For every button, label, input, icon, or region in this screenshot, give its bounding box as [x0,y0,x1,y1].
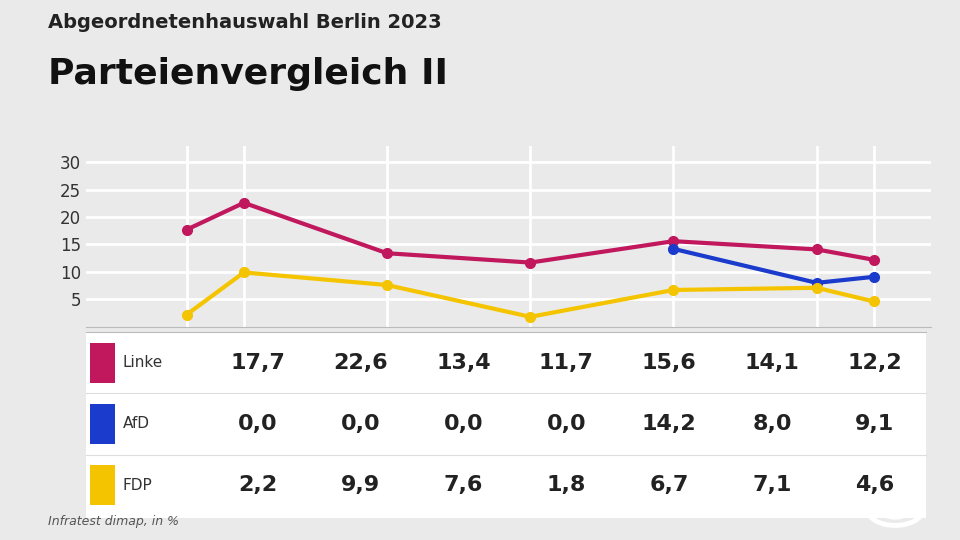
Text: 15,6: 15,6 [642,353,697,373]
Text: FDP: FDP [123,477,153,492]
Text: 13,4: 13,4 [436,353,491,373]
Text: Parteienvergleich II: Parteienvergleich II [48,57,448,91]
Text: 0,0: 0,0 [444,414,483,434]
Text: AfD: AfD [123,416,150,431]
Text: 7,1: 7,1 [753,475,792,495]
Circle shape [888,506,902,514]
Text: 0,0: 0,0 [238,414,277,434]
Text: Abgeordnetenhauswahl Berlin 2023: Abgeordnetenhauswahl Berlin 2023 [48,14,442,32]
Text: 2,2: 2,2 [238,475,277,495]
Text: 4,6: 4,6 [855,475,895,495]
Text: 0,0: 0,0 [546,414,587,434]
Text: 6,7: 6,7 [650,475,689,495]
Text: 9,9: 9,9 [341,475,380,495]
Text: Linke: Linke [123,355,163,370]
Text: 11,7: 11,7 [539,353,594,373]
Text: 0,0: 0,0 [341,414,380,434]
Text: 14,2: 14,2 [642,414,697,434]
Text: 7,6: 7,6 [444,475,483,495]
Text: 22,6: 22,6 [333,353,388,373]
Circle shape [879,501,911,519]
Text: 8,0: 8,0 [753,414,792,434]
Text: 9,1: 9,1 [855,414,895,434]
Text: 12,2: 12,2 [848,353,902,373]
Text: Infratest dimap, in %: Infratest dimap, in % [48,515,179,528]
Text: 14,1: 14,1 [745,353,800,373]
Text: 1,8: 1,8 [546,475,587,495]
Text: 17,7: 17,7 [230,353,285,373]
